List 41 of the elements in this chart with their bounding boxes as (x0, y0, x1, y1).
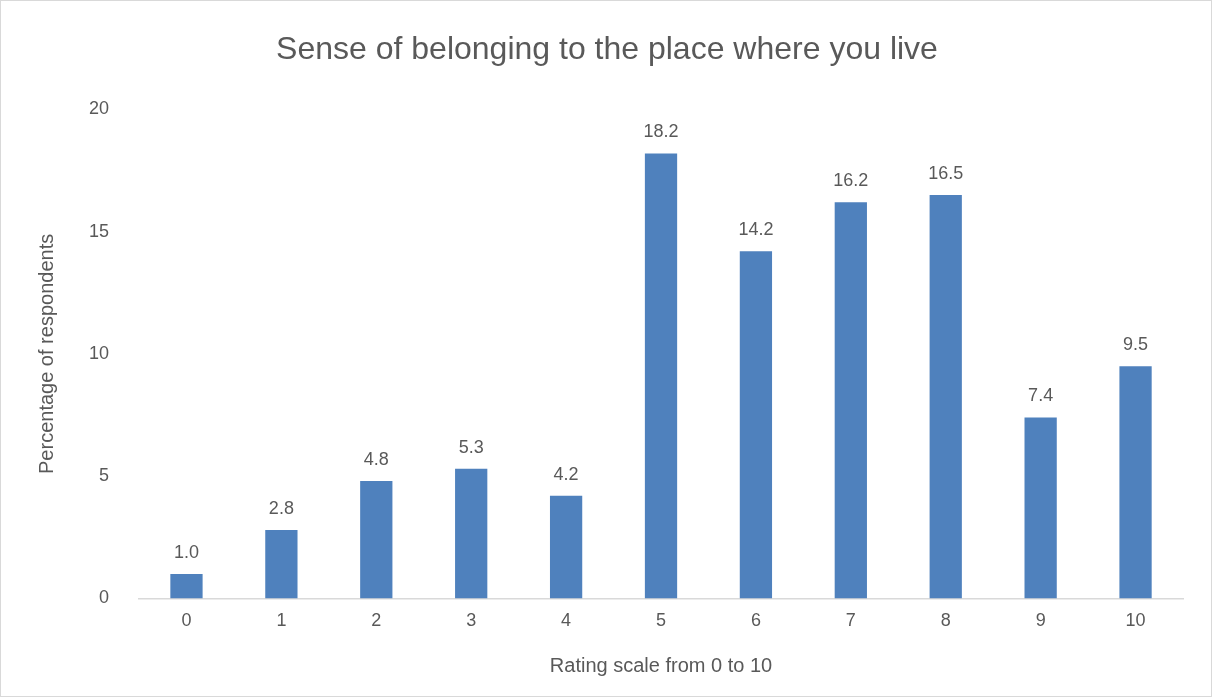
data-label: 14.2 (738, 219, 774, 240)
y-tick-label: 20 (88, 98, 110, 119)
y-tick-label: 0 (99, 587, 110, 608)
x-tick-label: 10 (1125, 610, 1146, 631)
x-tick-label: 8 (940, 610, 951, 631)
data-label: 5.3 (458, 436, 484, 457)
data-label: 9.5 (1123, 334, 1149, 355)
y-tick-label: 5 (99, 465, 110, 486)
bar (644, 153, 678, 599)
data-label: 16.5 (928, 162, 964, 183)
data-label: 4.2 (553, 463, 579, 484)
bar (360, 481, 393, 599)
x-axis-title: Rating scale from 0 to 10 (549, 653, 773, 676)
y-axis-title: Percentage of respondents (34, 233, 57, 474)
bar (549, 495, 583, 599)
chart-title: Sense of belonging to the place where you live (276, 30, 938, 67)
x-tick-label: 6 (750, 610, 761, 631)
x-tick-label: 1 (276, 610, 287, 631)
x-tick-label: 5 (656, 610, 667, 631)
data-label: 18.2 (643, 121, 679, 142)
x-tick-label: 0 (181, 610, 192, 631)
x-tick-label: 2 (371, 610, 382, 631)
bar (455, 468, 488, 599)
bar (1119, 366, 1152, 599)
x-tick-label: 3 (466, 610, 477, 631)
bar (170, 573, 203, 599)
bar (929, 194, 962, 599)
bar (265, 529, 298, 599)
y-tick-label: 10 (88, 342, 110, 363)
bar (834, 202, 867, 599)
x-tick-label: 7 (845, 610, 856, 631)
x-tick-label: 4 (561, 610, 572, 631)
data-label: 2.8 (268, 497, 294, 518)
data-label: 7.4 (1028, 385, 1054, 406)
data-label: 4.8 (363, 449, 389, 470)
y-tick-label: 15 (88, 220, 110, 241)
data-label: 1.0 (173, 541, 199, 562)
x-tick-label: 9 (1035, 610, 1046, 631)
bar (1024, 417, 1057, 599)
data-label: 16.2 (833, 170, 869, 191)
bar (739, 251, 773, 599)
